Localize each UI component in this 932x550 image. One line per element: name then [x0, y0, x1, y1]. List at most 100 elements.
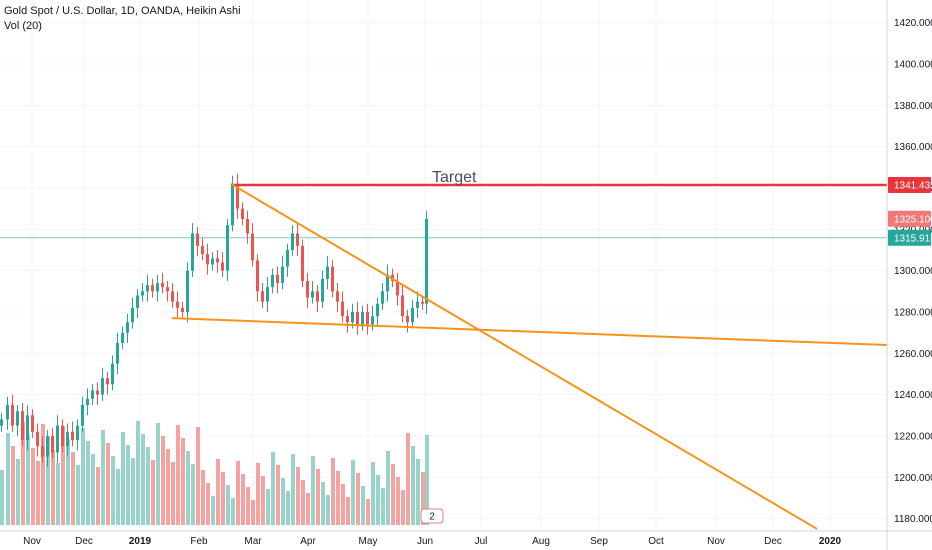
volume-bar	[46, 437, 50, 525]
volume-bar	[256, 463, 260, 525]
volume-bar	[401, 490, 405, 525]
candle-body	[336, 291, 339, 302]
candle-body	[116, 342, 119, 364]
candle-body	[101, 378, 104, 395]
price-tick-label: 1360.000	[894, 142, 932, 153]
price-tag-label: 1315.913	[894, 233, 932, 244]
candle-body	[406, 316, 409, 323]
time-tick-label: Sep	[590, 536, 608, 547]
candle-body	[151, 285, 154, 292]
candle-body	[226, 225, 229, 271]
price-tick-label: 1280.000	[894, 307, 932, 318]
target-annotation: Target	[432, 169, 477, 186]
volume-bar	[216, 459, 220, 525]
volume-bar	[21, 422, 25, 525]
volume-bar	[406, 433, 410, 525]
volume-bar	[361, 486, 365, 525]
volume-bar	[91, 454, 95, 525]
price-tick-label: 1300.000	[894, 266, 932, 277]
candle-body	[341, 301, 344, 317]
candle-body	[76, 425, 79, 441]
volume-bar	[231, 498, 235, 525]
candle-body	[381, 291, 384, 304]
volume-bar	[126, 445, 130, 525]
candle-body	[196, 233, 199, 246]
volume-bar	[321, 482, 325, 525]
candle-body	[351, 311, 354, 323]
price-tags: 1341.435 1325.100 1315.913	[888, 177, 932, 246]
candle-body	[161, 283, 164, 288]
volume-bar	[151, 460, 155, 525]
symbol-title[interactable]: Gold Spot / U.S. Dollar, 1D, OANDA, Heik…	[4, 5, 241, 17]
candle-body	[296, 233, 299, 246]
candle-body	[346, 316, 349, 323]
candle-body	[281, 266, 284, 284]
candle-body	[26, 415, 29, 441]
candle-body	[286, 250, 289, 267]
candle-body	[311, 291, 314, 298]
volume-bar	[226, 485, 230, 525]
volume-bar	[16, 459, 20, 525]
candle-body	[141, 291, 144, 296]
volume-bar	[381, 488, 385, 525]
volume-bar	[81, 428, 85, 525]
drawn-lines	[0, 183, 888, 530]
candle-body	[131, 307, 134, 323]
candle-body	[316, 291, 319, 302]
candle-body	[121, 332, 124, 343]
candle-body	[421, 301, 424, 304]
volume-bar	[176, 425, 180, 525]
falling-trendline	[230, 183, 818, 530]
volume-bar	[376, 475, 380, 525]
price-tick-label: 1260.000	[894, 349, 932, 360]
support-trendline	[171, 317, 888, 347]
candle-body	[136, 295, 139, 308]
volume-bar	[261, 476, 265, 525]
volume-bar	[281, 478, 285, 525]
price-tag	[888, 177, 931, 194]
volume-bar	[416, 459, 420, 525]
volume-bar	[251, 500, 255, 525]
volume-bar	[11, 446, 15, 525]
indicator-label[interactable]: Vol (20)	[4, 20, 42, 32]
price-tick-label: 1420.000	[894, 18, 932, 29]
candle-body	[301, 245, 304, 281]
time-tick-label: Aug	[532, 536, 550, 547]
volume-bar	[146, 447, 150, 525]
volume-bar	[351, 460, 355, 525]
candles	[0, 173, 428, 467]
volume-bar	[106, 443, 110, 525]
price-tick-label: 1380.000	[894, 101, 932, 112]
candle-body	[326, 266, 329, 279]
volume-bar	[211, 496, 215, 525]
candle-body	[181, 307, 184, 312]
volume-bar	[366, 499, 370, 525]
candle-body	[166, 287, 169, 292]
candle-body	[71, 431, 74, 441]
candle-body	[216, 258, 219, 263]
candle-body	[111, 363, 114, 385]
volume-bars	[0, 421, 429, 525]
volume-bar	[296, 467, 300, 525]
volume-bar	[316, 469, 320, 525]
time-tick-label: May	[359, 536, 378, 547]
time-tick-label: Jul	[475, 536, 488, 547]
volume-bar	[171, 462, 175, 525]
volume-bar	[41, 424, 45, 525]
volume-bar	[181, 438, 185, 525]
price-tag-label: 1325.100	[894, 214, 932, 225]
time-tick-label: Dec	[764, 536, 782, 547]
candle-body	[66, 431, 69, 447]
candle-body	[96, 390, 99, 395]
candle-body	[376, 303, 379, 317]
candle-body	[241, 208, 244, 220]
volume-bar	[31, 448, 35, 525]
volume-bar	[101, 430, 105, 525]
candle-body	[411, 307, 414, 323]
candle-body	[221, 262, 224, 271]
volume-bar	[186, 451, 190, 525]
volume-bar	[116, 469, 120, 525]
volume-bar	[341, 484, 345, 525]
